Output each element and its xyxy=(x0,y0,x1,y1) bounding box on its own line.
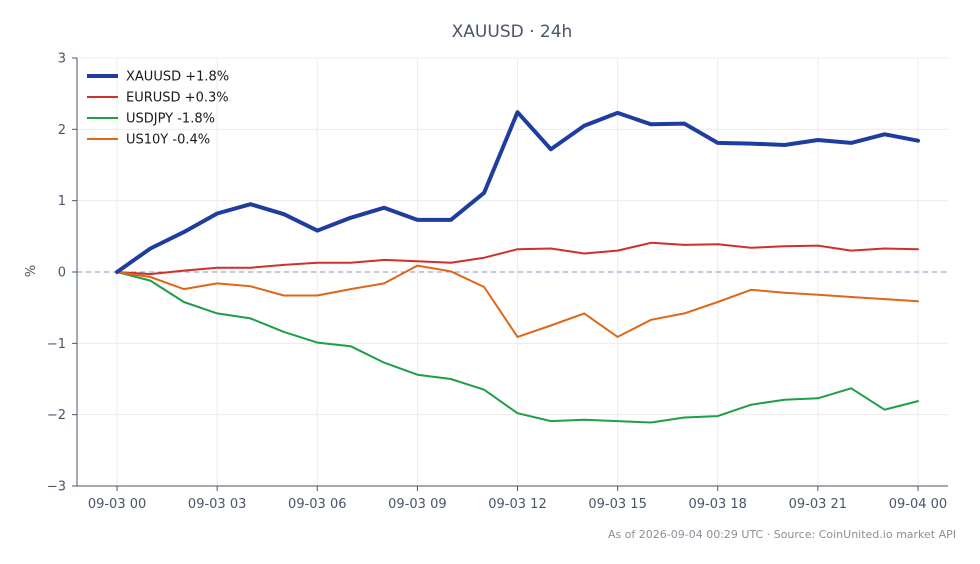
x-tick-label: 09-03 12 xyxy=(488,497,546,512)
legend: XAUUSD +1.8% EURUSD +0.3% USDJPY -1.8% US10… xyxy=(87,70,229,148)
series-line-2 xyxy=(116,271,919,424)
y-tick-labels: −3 −2 −1 0 1 2 3 xyxy=(47,52,77,495)
y-tick-label: 3 xyxy=(58,52,66,67)
x-tick-label: 09-03 03 xyxy=(188,497,246,512)
x-tick-label: 09-03 21 xyxy=(789,497,847,512)
y-axis-label: % xyxy=(24,265,39,277)
y-tick-label: −3 xyxy=(47,480,66,495)
y-tick-label: −2 xyxy=(47,408,66,423)
x-tick-label: 09-03 09 xyxy=(388,497,446,512)
legend-label: XAUUSD +1.8% xyxy=(126,70,229,85)
series-line-0 xyxy=(115,110,920,274)
x-tick-label: 09-04 00 xyxy=(889,497,947,512)
y-tick-label: 0 xyxy=(58,266,66,281)
y-tick-label: −1 xyxy=(47,337,66,352)
x-tick-label: 09-03 00 xyxy=(88,497,146,512)
x-tick-label: 09-03 06 xyxy=(288,497,346,512)
chart-title: XAUUSD · 24h xyxy=(452,22,573,42)
x-tick-label: 09-03 18 xyxy=(689,497,747,512)
x-tick-labels: 09-03 00 09-03 03 09-03 06 09-03 09 09-03 12… xyxy=(88,486,947,512)
series-lines xyxy=(115,110,920,424)
source-footnote: As of 2026-09-04 00:29 UTC · Source: Coi… xyxy=(608,528,956,541)
legend-label: EURUSD +0.3% xyxy=(126,91,229,106)
series-line-1 xyxy=(116,241,919,276)
y-tick-label: 2 xyxy=(58,123,66,138)
series-line-3 xyxy=(116,264,919,338)
legend-label: USDJPY -1.8% xyxy=(126,112,215,127)
x-tick-label: 09-03 15 xyxy=(588,497,646,512)
y-tick-label: 1 xyxy=(58,194,66,209)
legend-label: US10Y -0.4% xyxy=(126,133,210,148)
